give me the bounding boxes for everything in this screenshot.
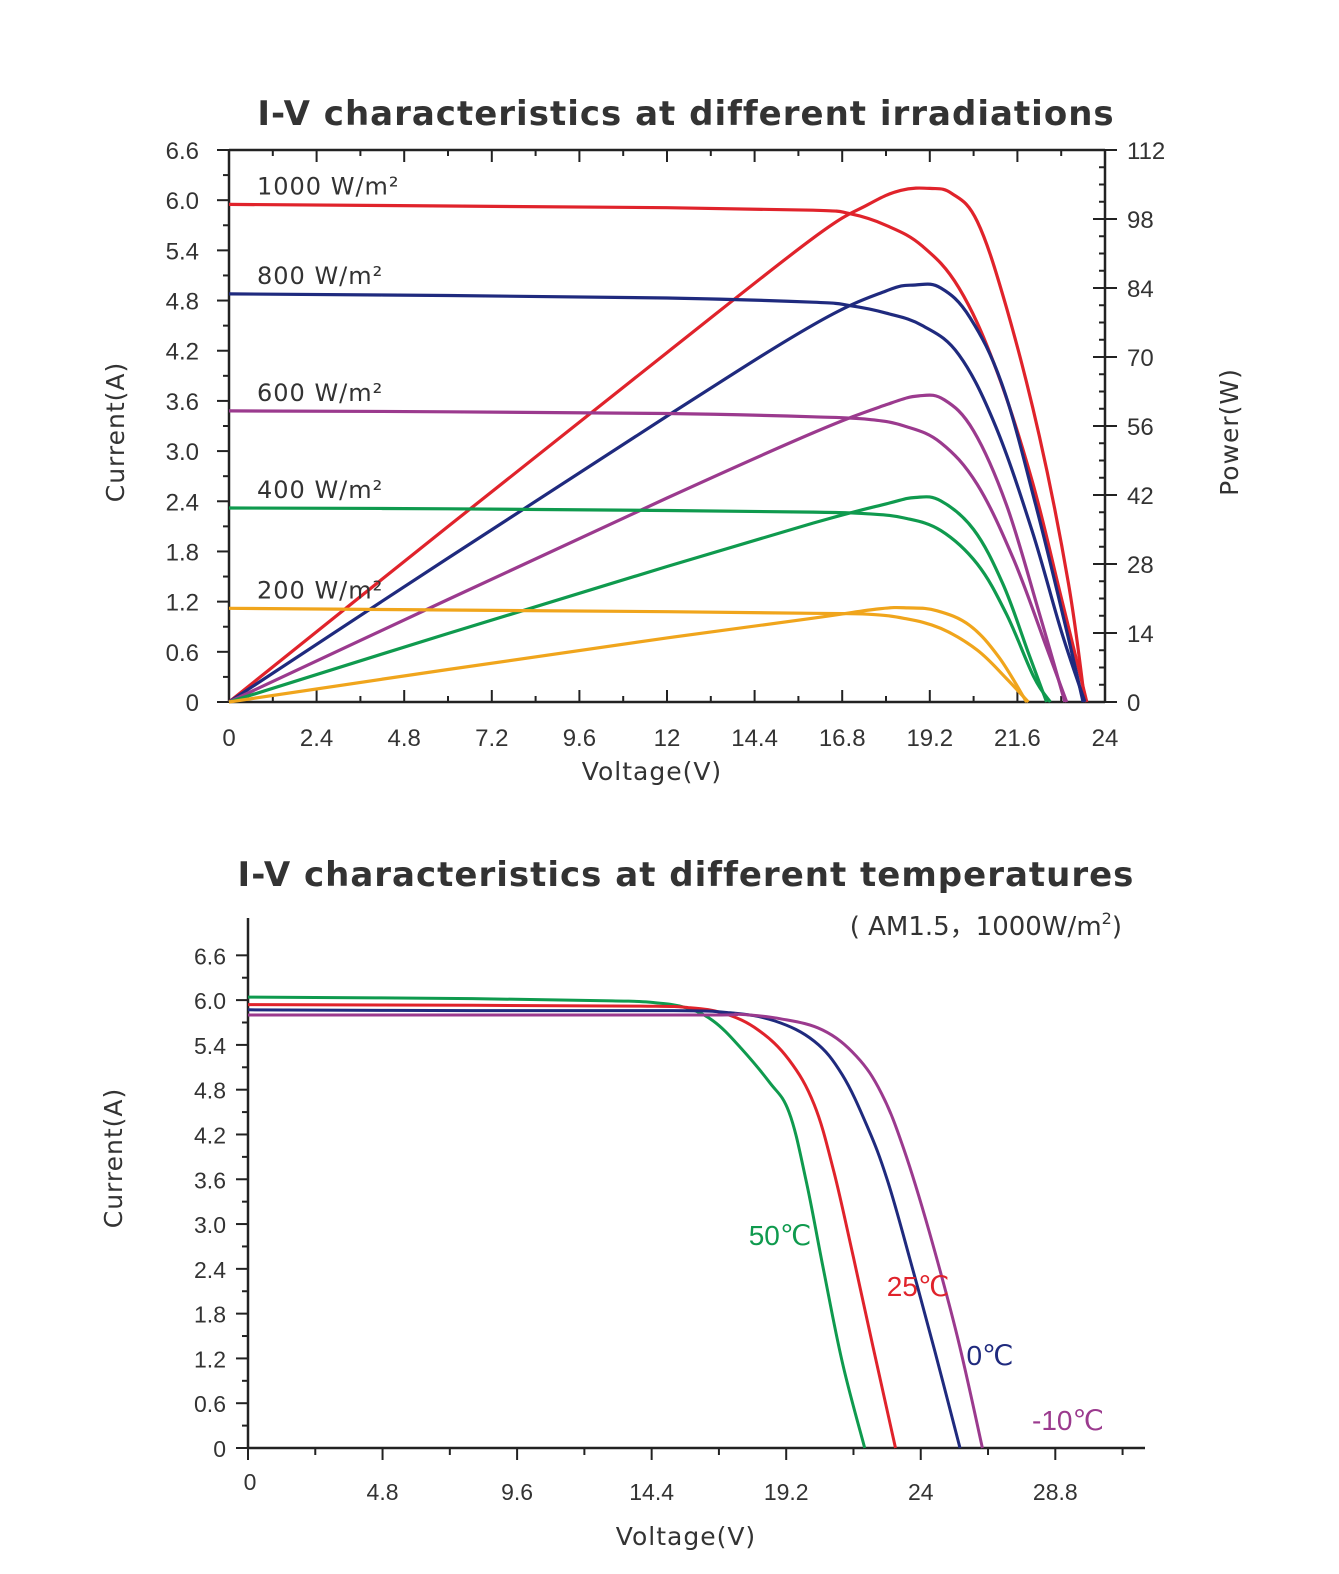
chart2-x-tick-label: 9.6 [501, 1479, 533, 1505]
chart2-tick-labels: 0 0.6 1.2 1.8 2.4 3.0 3.6 4.2 4.8 5.4 6.0 6.6 0 4.8 9.… [194, 943, 1078, 1505]
chart2-y-tick-label: 4.2 [194, 1122, 226, 1148]
chart2-subtitle-main: ( AM1.5，1000W/m [850, 912, 1102, 942]
chart2-ticks [236, 954, 1124, 1460]
temp-label-25: 25℃ [887, 1271, 950, 1302]
chart2-y-tick-label: 0.6 [194, 1391, 226, 1417]
chart2-x-tick-label: 28.8 [1033, 1479, 1078, 1505]
chart2-curves [247, 995, 984, 1449]
chart2-y-axis-label: Current(A) [99, 1088, 128, 1229]
chart1-y2-tick-label: 14 [1127, 621, 1154, 648]
pv-curve-200-w-m [228, 605, 1028, 704]
temp-label-50: 50℃ [749, 1220, 812, 1251]
chart2-y-tick-label: 1.8 [194, 1302, 226, 1328]
chart1-y-tick-label: 6.0 [166, 188, 199, 215]
chart1-x-tick-label: 7.2 [475, 725, 508, 752]
chart1-y-tick-label: 1.2 [166, 590, 199, 617]
chart2-x-tick-label: 4.8 [367, 1479, 399, 1505]
chart1-y2-tick-label: 98 [1127, 207, 1154, 234]
chart2-subtitle-sup: 2 [1102, 909, 1112, 928]
chart1-x-tick-label: 24 [1092, 725, 1119, 752]
chart1-x-tick-label: 2.4 [300, 725, 333, 752]
chart1-y2-tick-label: 0 [1127, 690, 1140, 717]
chart1-title: I-V characteristics at different irradia… [257, 94, 1114, 134]
chart1-x-tick-label: 21.6 [994, 725, 1041, 752]
chart1-y-tick-label: 4.8 [166, 289, 199, 316]
series-label-800-w-m: 800 W/m² [257, 262, 383, 290]
chart1-y-tick-label: 3.0 [166, 439, 199, 466]
series-label-1000-w-m: 1000 W/m² [257, 172, 400, 200]
chart1-y-tick-label: 0 [186, 690, 199, 717]
chart1-y2-axis-label: Power(W) [1215, 368, 1244, 496]
chart1-x-tick-label: 4.8 [388, 725, 421, 752]
chart1-tick-labels: 0 0.6 1.2 1.8 2.4 3.0 3.6 4.2 4.8 5.4 6.0 6.6 0 14 28 4… [166, 138, 1166, 752]
chart1-x-tick-label: 9.6 [563, 725, 596, 752]
chart-temperature: I-V characteristics at different tempera… [99, 855, 1145, 1551]
chart1-x-tick-label: 19.2 [906, 725, 953, 752]
chart2-title: I-V characteristics at different tempera… [238, 855, 1135, 895]
chart1-y-axis-label: Current(A) [101, 362, 130, 503]
chart2-y-tick-label: 1.2 [194, 1346, 226, 1372]
temp-curve-50 [247, 995, 867, 1449]
chart2-x-tick-label: 24 [908, 1479, 934, 1505]
chart1-curves [227, 186, 1089, 704]
series-label-400-w-m: 400 W/m² [257, 476, 383, 504]
chart2-x-tick-label: 0 [244, 1469, 257, 1495]
chart2-subtitle: ( AM1.5，1000W/m2) [850, 909, 1122, 942]
chart2-y-tick-label: 6.6 [194, 943, 226, 969]
iv-curve-800-w-m [228, 292, 1087, 703]
series-label-600-w-m: 600 W/m² [257, 379, 383, 407]
chart1-x-tick-label: 0 [222, 725, 235, 752]
pv-curve-1000-w-m [227, 186, 1087, 704]
chart2-y-tick-label: 3.0 [194, 1212, 226, 1238]
chart1-y-tick-label: 1.8 [166, 539, 199, 566]
chart1-x-tick-label: 12 [654, 725, 681, 752]
pv-curve-600-w-m [228, 393, 1067, 704]
temp-label-0: 0℃ [966, 1340, 1013, 1371]
chart2-y-tick-label: 0 [213, 1436, 226, 1462]
temp-curve-0 [247, 1008, 962, 1449]
chart2-x-axis-label: Voltage(V) [616, 1522, 756, 1551]
temp-curve-10 [247, 1012, 984, 1449]
temp-label-10: -10℃ [1032, 1405, 1104, 1436]
chart1-y2-tick-label: 70 [1127, 345, 1154, 372]
pv-curve-800-w-m [228, 282, 1085, 704]
chart2-y-tick-label: 6.0 [194, 988, 226, 1014]
iv-curve-400-w-m [228, 506, 1052, 703]
chart2-y-tick-label: 5.4 [194, 1033, 226, 1059]
chart1-y-tick-label: 5.4 [166, 238, 199, 265]
chart1-y2-tick-label: 56 [1127, 414, 1154, 441]
chart1-x-tick-label: 14.4 [731, 725, 778, 752]
chart1-x-tick-label: 16.8 [819, 725, 866, 752]
chart-irradiation: I-V characteristics at different irradia… [101, 94, 1244, 786]
iv-curve-600-w-m [228, 409, 1069, 703]
chart1-y2-tick-label: 112 [1127, 138, 1165, 165]
chart2-y-tick-label: 2.4 [194, 1257, 226, 1283]
chart1-y2-tick-label: 28 [1127, 552, 1154, 579]
pv-curve-400-w-m [228, 495, 1049, 704]
temp-curve-25 [247, 1003, 897, 1449]
chart2-x-tick-label: 14.4 [629, 1479, 674, 1505]
chart1-y-tick-label: 3.6 [166, 389, 199, 416]
chart1-x-axis-label: Voltage(V) [582, 757, 722, 786]
chart1-y-tick-label: 4.2 [166, 339, 199, 366]
series-label-200-w-m: 200 W/m² [257, 576, 383, 604]
chart2-y-tick-label: 4.8 [194, 1078, 226, 1104]
chart2-x-tick-label: 19.2 [764, 1479, 809, 1505]
iv-curve-1000-w-m [228, 202, 1089, 703]
chart2-series-labels: 50℃ 25℃ 0℃ -10℃ [749, 1220, 1104, 1436]
chart1-series-labels: 1000 W/m² 800 W/m² 600 W/m² 400 W/m² 200 W/m… [257, 172, 400, 604]
chart1-y-tick-label: 2.4 [166, 489, 199, 516]
chart2-y-tick-label: 3.6 [194, 1167, 226, 1193]
chart1-y2-tick-label: 84 [1127, 276, 1154, 303]
chart2-subtitle-end: ) [1112, 912, 1122, 942]
chart1-y-tick-label: 6.6 [166, 138, 199, 165]
chart1-y-tick-label: 0.6 [166, 640, 199, 667]
chart1-y2-tick-label: 42 [1127, 483, 1154, 510]
